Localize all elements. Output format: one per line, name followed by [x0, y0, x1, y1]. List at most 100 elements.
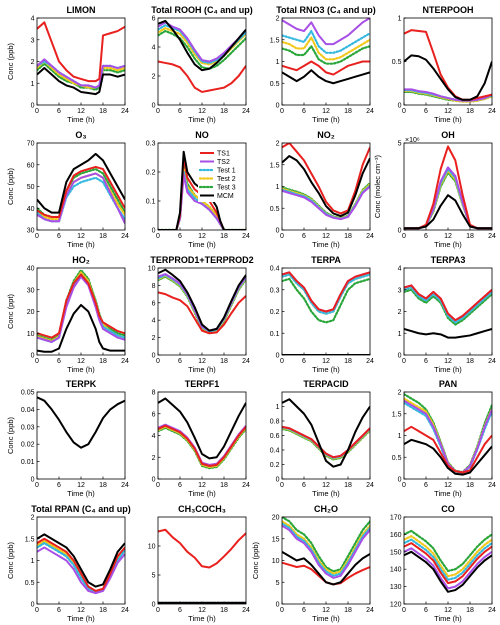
x-axis-label: Time (h) [434, 614, 462, 623]
x-axis-label: Time (h) [67, 240, 95, 249]
x-tick-label: 18 [99, 358, 107, 365]
series-line-ts2 [37, 546, 125, 595]
y-tick-label: 0 [31, 602, 35, 609]
series-line-mcm [37, 303, 125, 353]
x-tick-label: 12 [444, 482, 452, 489]
y-tick-label: 170 [390, 515, 402, 522]
x-tick-label: 12 [322, 607, 330, 614]
x-tick-label: 0 [156, 233, 160, 240]
x-tick-label: 12 [77, 108, 85, 115]
series-line-ts2 [404, 88, 492, 102]
x-tick-label: 12 [322, 482, 330, 489]
x-tick-label: 18 [344, 358, 352, 365]
panel-title: TERPA3 [431, 255, 466, 265]
x-axis-label: Time (h) [188, 365, 216, 374]
series-group [158, 268, 246, 335]
panel-14: TERPACID 0 6 12 18 24 0 0.2 0.4 0.6 0.8 1 Time (h) [270, 379, 374, 498]
series-line-test-1 [404, 538, 492, 581]
series-group [404, 529, 492, 593]
y-tick-label: 5 [152, 573, 156, 580]
x-axis-label: Time (h) [188, 614, 216, 623]
panel-8: HO₂ 0 6 12 18 24 0 10 20 30 40 Time (h) Conc (ppt) [6, 255, 129, 374]
y-tick-label: 2 [31, 59, 35, 66]
series-line-ts1 [282, 271, 370, 313]
series-line-test-1 [37, 273, 125, 344]
series-group [282, 271, 370, 355]
x-tick-label: 18 [466, 482, 474, 489]
x-axis-label: Time (h) [312, 115, 340, 124]
x-tick-label: 18 [344, 108, 352, 115]
series-group [37, 152, 125, 224]
y-tick-label: 0 [398, 353, 402, 360]
y-tick-label: 0.6 [270, 433, 280, 440]
y-tick-label: 2 [31, 515, 35, 522]
x-tick-label: 12 [77, 233, 85, 240]
y-tick-label: 3 [398, 287, 402, 294]
x-tick-label: 12 [322, 108, 330, 115]
series-line-test-2 [404, 169, 492, 230]
x-tick-label: 6 [178, 358, 182, 365]
x-tick-label: 18 [466, 108, 474, 115]
x-axis-label: Time (h) [188, 240, 216, 249]
axes-frame [36, 391, 126, 480]
panel-title: Total ROOH (C₄ and up) [151, 5, 253, 15]
x-tick-label: 0 [35, 482, 39, 489]
y-tick-label: 4 [398, 266, 402, 273]
y-tick-label: 0.1 [146, 199, 156, 206]
y-tick-label: 2 [398, 390, 402, 397]
x-tick-label: 18 [220, 233, 228, 240]
y-tick-label: 0 [152, 353, 156, 360]
series-line-mcm [37, 67, 125, 96]
x-tick-label: 0 [35, 233, 39, 240]
panel-3: NTERPOOH 0 6 12 18 24 0 0.5 1 Time (h) [392, 5, 496, 124]
panel-2: Total RNO3 (C₄ and up) 0 6 12 18 24 0 0.5 1 1.5 2 T… [270, 5, 376, 124]
series-line-ts2 [282, 185, 370, 221]
y-tick-label: 8 [152, 390, 156, 397]
y-tick-label: 6 [152, 16, 156, 23]
x-tick-label: 6 [302, 607, 306, 614]
panel-title: Total RNO3 (C₄ and up) [276, 5, 376, 15]
series-line-test-2 [37, 271, 125, 342]
x-tick-label: 12 [77, 607, 85, 614]
y-tick-label: 40 [27, 206, 35, 213]
x-axis-label: Time (h) [312, 240, 340, 249]
series-line-mcm [37, 533, 125, 588]
x-tick-label: 18 [466, 233, 474, 240]
x-tick-label: 18 [466, 358, 474, 365]
panel-title: O₃ [75, 130, 86, 140]
x-tick-label: 24 [242, 482, 250, 489]
y-tick-label: 1.5 [270, 162, 280, 169]
series-line-test-1 [282, 273, 370, 315]
series-line-test-2 [282, 36, 370, 61]
series-line-ts2 [158, 173, 246, 230]
y-tick-label: 0.05 [21, 390, 35, 397]
series-line-test-3 [282, 517, 370, 573]
x-tick-label: 0 [402, 482, 406, 489]
y-tick-label: 2 [276, 141, 280, 148]
x-axis-label: Time (h) [188, 115, 216, 124]
y-tick-label: 0 [31, 477, 35, 484]
x-axis-label: Time (h) [434, 240, 462, 249]
x-tick-label: 6 [302, 358, 306, 365]
y-axis-label: Conc (ppt) [6, 293, 15, 329]
series-line-test-3 [282, 277, 370, 324]
y-tick-label: 4 [152, 45, 156, 52]
x-tick-label: 18 [344, 607, 352, 614]
series-line-ts1 [282, 143, 370, 215]
series-line-mcm [37, 396, 125, 449]
x-tick-label: 24 [366, 233, 374, 240]
x-axis-label: Time (h) [188, 489, 216, 498]
x-tick-label: 18 [220, 358, 228, 365]
y-tick-label: 140 [390, 567, 402, 574]
x-tick-label: 18 [99, 233, 107, 240]
series-line-mcm [282, 155, 370, 218]
x-tick-label: 24 [488, 358, 496, 365]
series-line-test-2 [404, 535, 492, 578]
y-tick-label: 0.5 [270, 206, 280, 213]
y-tick-label: 10 [272, 558, 280, 565]
y-tick-label: 6 [152, 300, 156, 307]
x-tick-label: 0 [156, 482, 160, 489]
y-tick-label: 30 [27, 228, 35, 235]
x-tick-label: 24 [366, 108, 374, 115]
